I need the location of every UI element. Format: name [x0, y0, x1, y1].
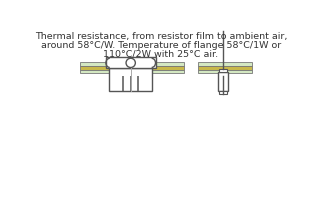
- Bar: [219, 69, 227, 72]
- Bar: [198, 70, 252, 73]
- Bar: [79, 62, 184, 66]
- Text: around 58°C/W. Temperature of flange 58°C/1W or: around 58°C/W. Temperature of flange 58°…: [41, 41, 281, 49]
- Text: Thermal resistance, from resistor film to ambient air,: Thermal resistance, from resistor film t…: [35, 32, 287, 41]
- Bar: [198, 66, 252, 70]
- Bar: [219, 91, 227, 94]
- Bar: [198, 62, 252, 66]
- Bar: [79, 70, 184, 73]
- Bar: [218, 72, 228, 91]
- Bar: [109, 68, 152, 91]
- Text: 110°C/2W with 25°C air.: 110°C/2W with 25°C air.: [103, 49, 219, 58]
- Bar: [79, 66, 184, 70]
- Bar: [106, 57, 155, 68]
